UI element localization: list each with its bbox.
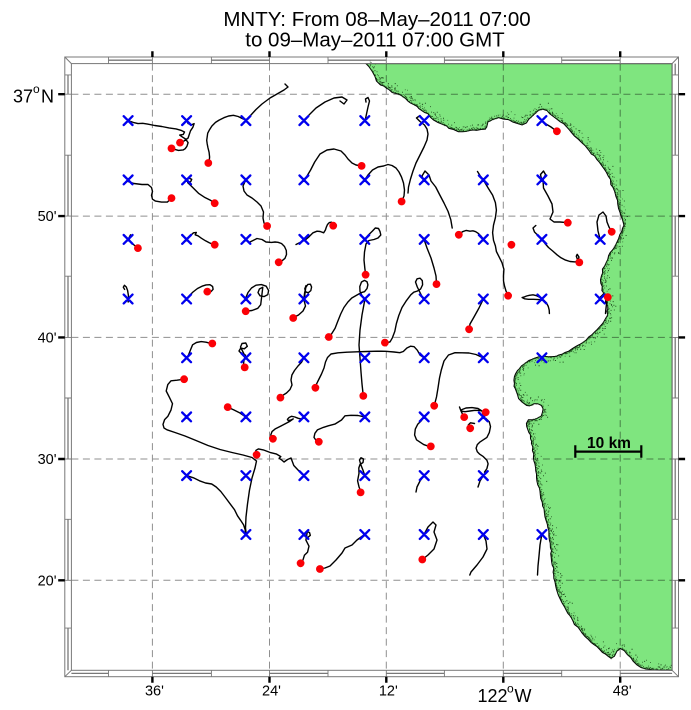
svg-text:37: 37 — [13, 87, 33, 107]
svg-text:10 km: 10 km — [587, 435, 631, 452]
svg-text:122: 122 — [477, 686, 507, 706]
svg-text:24': 24' — [262, 684, 281, 700]
svg-text:30': 30' — [38, 452, 57, 468]
svg-text:50': 50' — [38, 209, 57, 225]
svg-text:W: W — [515, 686, 532, 706]
svg-text:20': 20' — [38, 573, 57, 589]
svg-text:12': 12' — [379, 684, 398, 700]
svg-text:48': 48' — [613, 684, 632, 700]
svg-text:N: N — [41, 87, 54, 107]
svg-text:MNTY: From 08–May–2011 07:00: MNTY: From 08–May–2011 07:00 — [223, 8, 530, 31]
svg-text:o: o — [33, 82, 40, 96]
svg-text:36': 36' — [145, 684, 164, 700]
svg-text:o: o — [507, 682, 514, 696]
svg-text:40': 40' — [38, 331, 57, 347]
svg-text:to 09–May–2011 07:00 GMT: to 09–May–2011 07:00 GMT — [245, 29, 505, 52]
